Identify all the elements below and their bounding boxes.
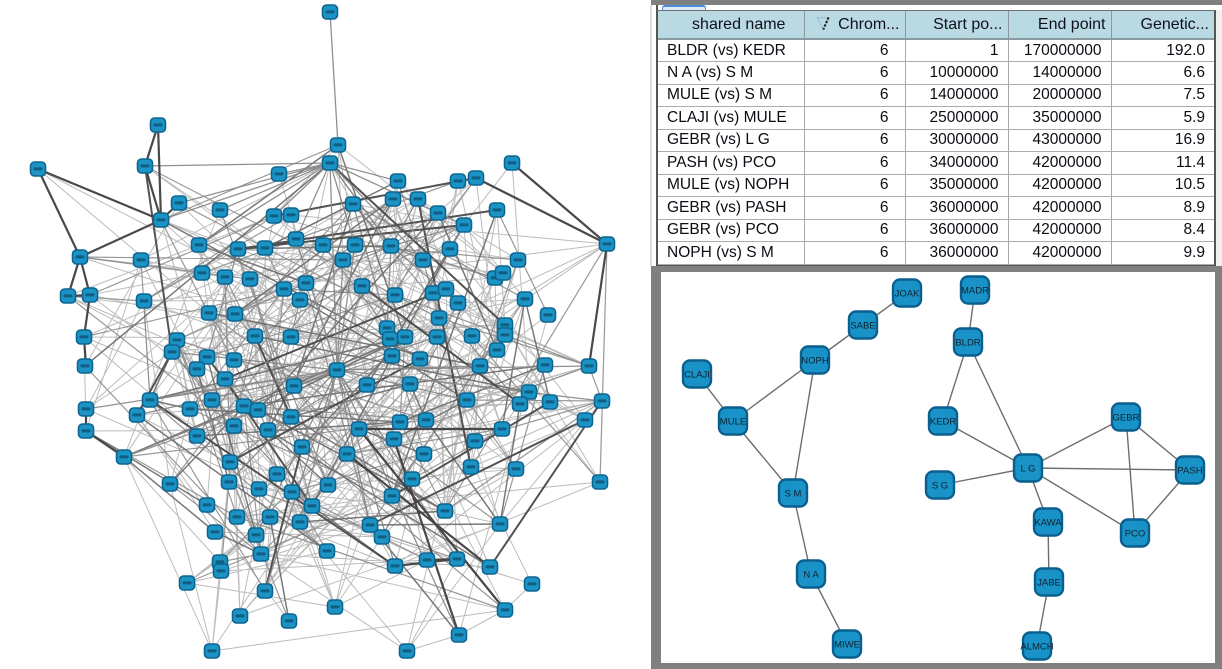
svg-text:KAWA: KAWA <box>1034 518 1062 529</box>
svg-text:NOPH: NOPH <box>801 356 829 367</box>
svg-text:L G: L G <box>1021 464 1036 475</box>
svg-text:MIWE: MIWE <box>834 640 860 651</box>
svg-text:BLDR: BLDR <box>955 338 980 349</box>
svg-text:S M: S M <box>785 489 802 500</box>
svg-text:N A: N A <box>803 570 819 581</box>
svg-text:GEBR: GEBR <box>1113 413 1140 424</box>
svg-text:JOAK: JOAK <box>895 289 920 300</box>
svg-text:PASH: PASH <box>1177 466 1202 477</box>
svg-text:PCO: PCO <box>1125 529 1146 540</box>
svg-text:JABE: JABE <box>1037 578 1061 589</box>
svg-text:KEDR: KEDR <box>930 417 957 428</box>
svg-text:MADR: MADR <box>961 286 989 297</box>
svg-text:MULE: MULE <box>720 417 746 428</box>
svg-text:CLAJI: CLAJI <box>684 370 710 381</box>
svg-text:SABE: SABE <box>850 321 875 332</box>
svg-text:ALMCH: ALMCH <box>1020 642 1053 653</box>
svg-text:S G: S G <box>932 481 948 492</box>
